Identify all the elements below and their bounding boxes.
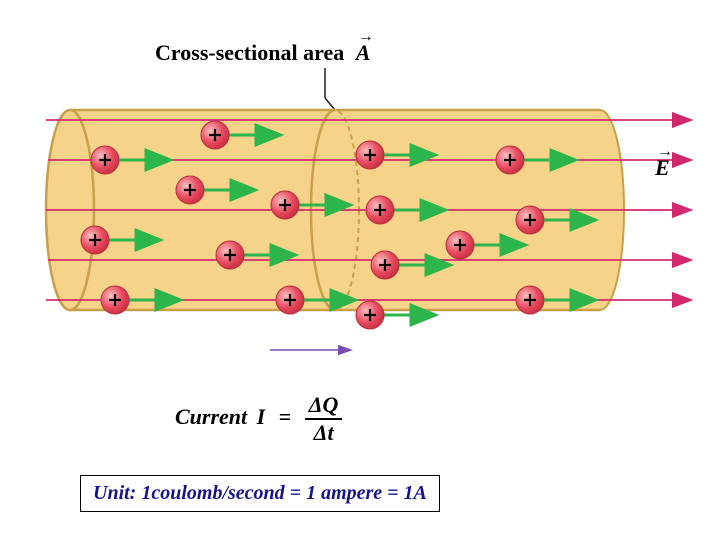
denominator: Δt — [305, 420, 343, 446]
current-diagram — [0, 10, 720, 370]
fraction: ΔQ Δt — [305, 392, 343, 446]
pointer-line-2 — [325, 98, 335, 110]
current-formula: Current I = ΔQ Δt — [175, 392, 342, 446]
current-word: Current — [175, 404, 247, 429]
current-sym: I — [257, 404, 266, 429]
equals: = — [279, 404, 292, 429]
unit-box: Unit: 1coulomb/second = 1 ampere = 1A — [80, 475, 440, 512]
e-field-label: → E — [655, 155, 670, 181]
unit-string: Unit: 1coulomb/second = 1 ampere = 1A — [93, 482, 427, 504]
numerator: ΔQ — [305, 392, 343, 420]
